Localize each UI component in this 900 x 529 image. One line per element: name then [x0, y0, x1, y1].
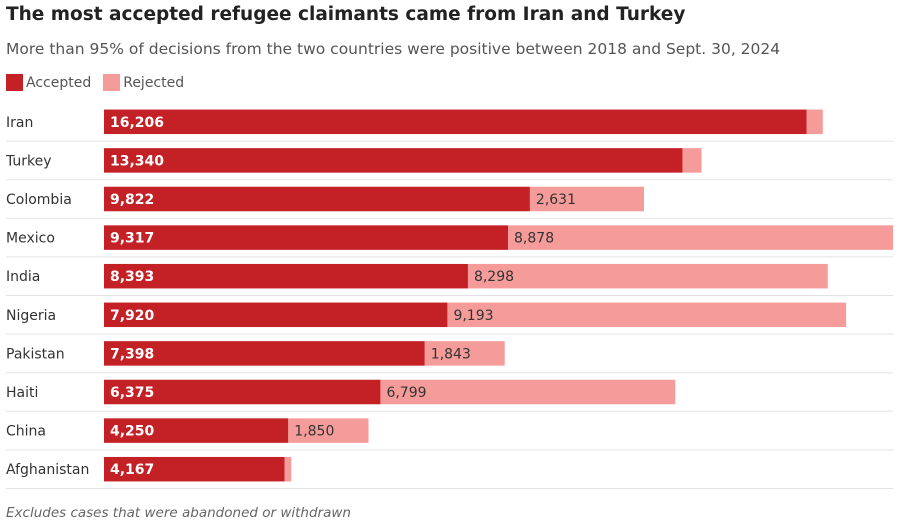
bar-rejected-turkey [682, 148, 702, 173]
value-label-accepted-colombia: 9,822 [110, 192, 154, 208]
bar-accepted-india [104, 263, 468, 289]
chart-title: The most accepted refugee claimants came… [6, 4, 686, 25]
value-label-rejected-colombia: 2,631 [536, 192, 576, 208]
bar-rejected-india [467, 263, 828, 289]
category-label-mexico: Mexico [6, 231, 55, 247]
bar-accepted-pakistan [104, 341, 425, 366]
bar-rejected-iran [806, 109, 823, 135]
value-label-accepted-turkey: 13,340 [110, 153, 164, 169]
legend-item-accepted: Accepted [6, 74, 91, 91]
value-label-rejected-haiti: 6,799 [386, 385, 426, 401]
category-label-colombia: Colombia [6, 192, 72, 208]
category-label-turkey: Turkey [5, 153, 52, 169]
bar-accepted-iran [104, 109, 807, 135]
chart-footnote: Excludes cases that were abandoned or wi… [6, 505, 351, 521]
value-label-accepted-china: 4,250 [110, 424, 155, 440]
legend-swatch-accepted [6, 74, 23, 91]
legend: Accepted Rejected [6, 74, 196, 91]
chart-subtitle: More than 95% of decisions from the two … [6, 40, 781, 58]
bar-rejected-haiti [380, 379, 676, 405]
legend-swatch-rejected [103, 74, 121, 91]
bar-rejected-mexico [508, 225, 893, 250]
value-label-accepted-mexico: 9,317 [110, 231, 154, 247]
category-label-pakistan: Pakistan [6, 346, 65, 362]
value-label-rejected-china: 1,850 [294, 424, 334, 440]
category-label-china: China [6, 424, 46, 440]
value-label-accepted-haiti: 6,375 [110, 385, 154, 401]
bar-rejected-pakistan [424, 341, 505, 366]
value-label-accepted-nigeria: 7,920 [110, 308, 155, 324]
value-label-rejected-mexico: 8,878 [514, 231, 554, 247]
legend-label-rejected: Rejected [123, 74, 185, 91]
chart-rows: Iran 16,206 Turkey 13,340 Colombia 9,822 2,631… [5, 109, 893, 489]
bar-accepted-china [104, 418, 289, 443]
value-label-accepted-afghanistan: 4,167 [110, 462, 154, 478]
category-label-india: India [6, 269, 40, 285]
category-label-afghanistan: Afghanistan [6, 462, 89, 478]
value-label-accepted-pakistan: 7,398 [110, 346, 154, 362]
category-label-nigeria: Nigeria [6, 308, 56, 324]
bar-rejected-afghanistan [284, 456, 292, 482]
bar-rejected-colombia [529, 186, 645, 212]
bar-rejected-nigeria [447, 302, 847, 328]
bar-accepted-nigeria [104, 302, 448, 328]
bar-accepted-turkey [104, 148, 683, 173]
bar-rejected-china [288, 418, 369, 443]
bar-accepted-colombia [104, 186, 530, 212]
legend-item-rejected: Rejected [103, 74, 184, 91]
bar-accepted-afghanistan [104, 456, 285, 482]
legend-label-accepted: Accepted [26, 74, 92, 91]
category-label-iran: Iran [6, 115, 33, 131]
bar-accepted-mexico [104, 225, 509, 250]
value-label-rejected-nigeria: 9,193 [453, 308, 493, 324]
category-label-haiti: Haiti [6, 385, 38, 401]
value-label-rejected-india: 8,298 [474, 269, 514, 285]
value-label-accepted-india: 8,393 [110, 269, 154, 285]
value-label-accepted-iran: 16,206 [110, 115, 164, 131]
value-label-rejected-pakistan: 1,843 [431, 346, 471, 362]
bar-accepted-haiti [104, 379, 381, 405]
